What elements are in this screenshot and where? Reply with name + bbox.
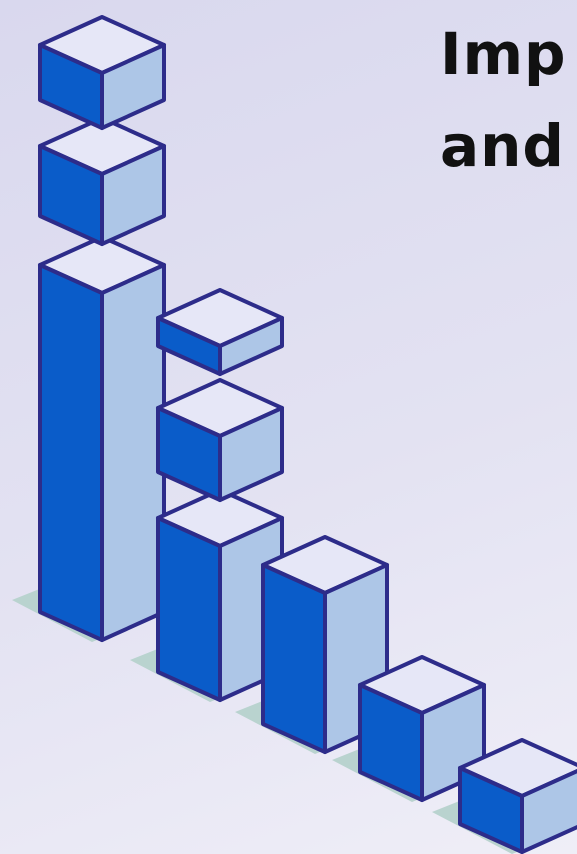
heading-line: and — [440, 112, 565, 180]
block — [38, 15, 166, 130]
block-right-face — [218, 316, 284, 376]
block — [156, 488, 284, 702]
block — [38, 116, 166, 246]
block-left-face — [156, 516, 222, 702]
block-right-face — [100, 263, 166, 642]
block-right-face — [218, 406, 284, 502]
block-left-face — [38, 263, 104, 642]
block-right-face — [520, 768, 577, 854]
block — [458, 738, 577, 854]
block — [358, 655, 486, 802]
heading-line: Imp — [440, 20, 567, 88]
block-right-face — [100, 144, 166, 246]
block — [38, 235, 166, 642]
block-left-face — [261, 563, 327, 754]
block-right-face — [100, 43, 166, 130]
block — [156, 288, 284, 376]
block — [156, 378, 284, 502]
